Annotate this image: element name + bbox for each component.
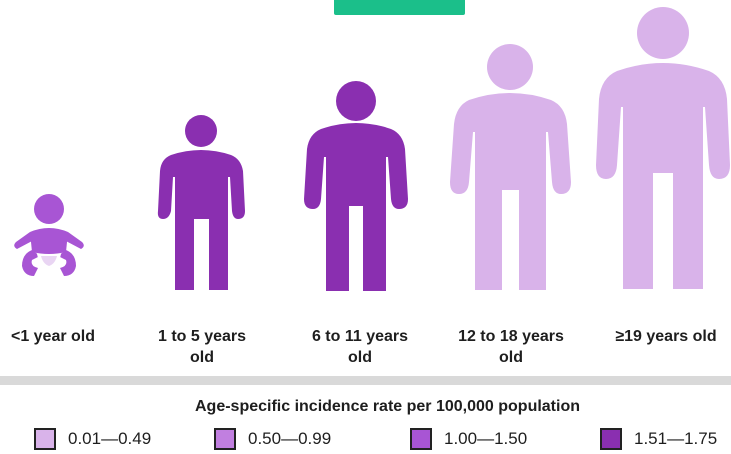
age-label-infant: <1 year old (4, 326, 102, 347)
age-label-line1: 6 to 11 years (311, 328, 409, 345)
legend-item: 1.00—1.50 (410, 428, 527, 450)
legend-swatch (34, 428, 56, 450)
adult-icon (596, 7, 730, 289)
legend-label: 0.01—0.49 (68, 429, 152, 448)
age-label-line1: 1 to 5 years (157, 328, 247, 345)
age-label-12-18: 12 to 18 years old (448, 326, 574, 368)
legend-title: Age-specific incidence rate per 100,000 … (194, 398, 580, 415)
age-label-adult: ≥19 years old (604, 326, 728, 347)
age-label-line1: 12 to 18 years (458, 328, 564, 345)
legend-swatch (410, 428, 432, 450)
legend-label: 1.00—1.50 (444, 429, 528, 448)
age-label-line2: old (348, 349, 372, 366)
age-label-1-5: 1 to 5 years old (142, 326, 262, 368)
teen-icon (450, 44, 571, 290)
age-label-line2: old (499, 349, 523, 366)
legend-swatch (214, 428, 236, 450)
legend-item: 0.50—0.99 (214, 428, 331, 450)
baby-icon (14, 194, 84, 276)
age-label-line1: <1 year old (10, 328, 96, 345)
child-icon (157, 115, 245, 290)
top-tab (334, 0, 465, 15)
legend-swatch (600, 428, 622, 450)
age-label-line1: ≥19 years old (615, 328, 717, 345)
legend-label: 1.51—1.75 (634, 429, 718, 448)
legend-label: 0.50—0.99 (248, 429, 332, 448)
child-icon (304, 81, 408, 291)
legend-item: 0.01—0.49 (34, 428, 151, 450)
age-label-6-11: 6 to 11 years old (297, 326, 423, 368)
divider (0, 376, 731, 385)
legend-item: 1.51—1.75 (600, 428, 717, 450)
age-label-line2: old (190, 349, 214, 366)
